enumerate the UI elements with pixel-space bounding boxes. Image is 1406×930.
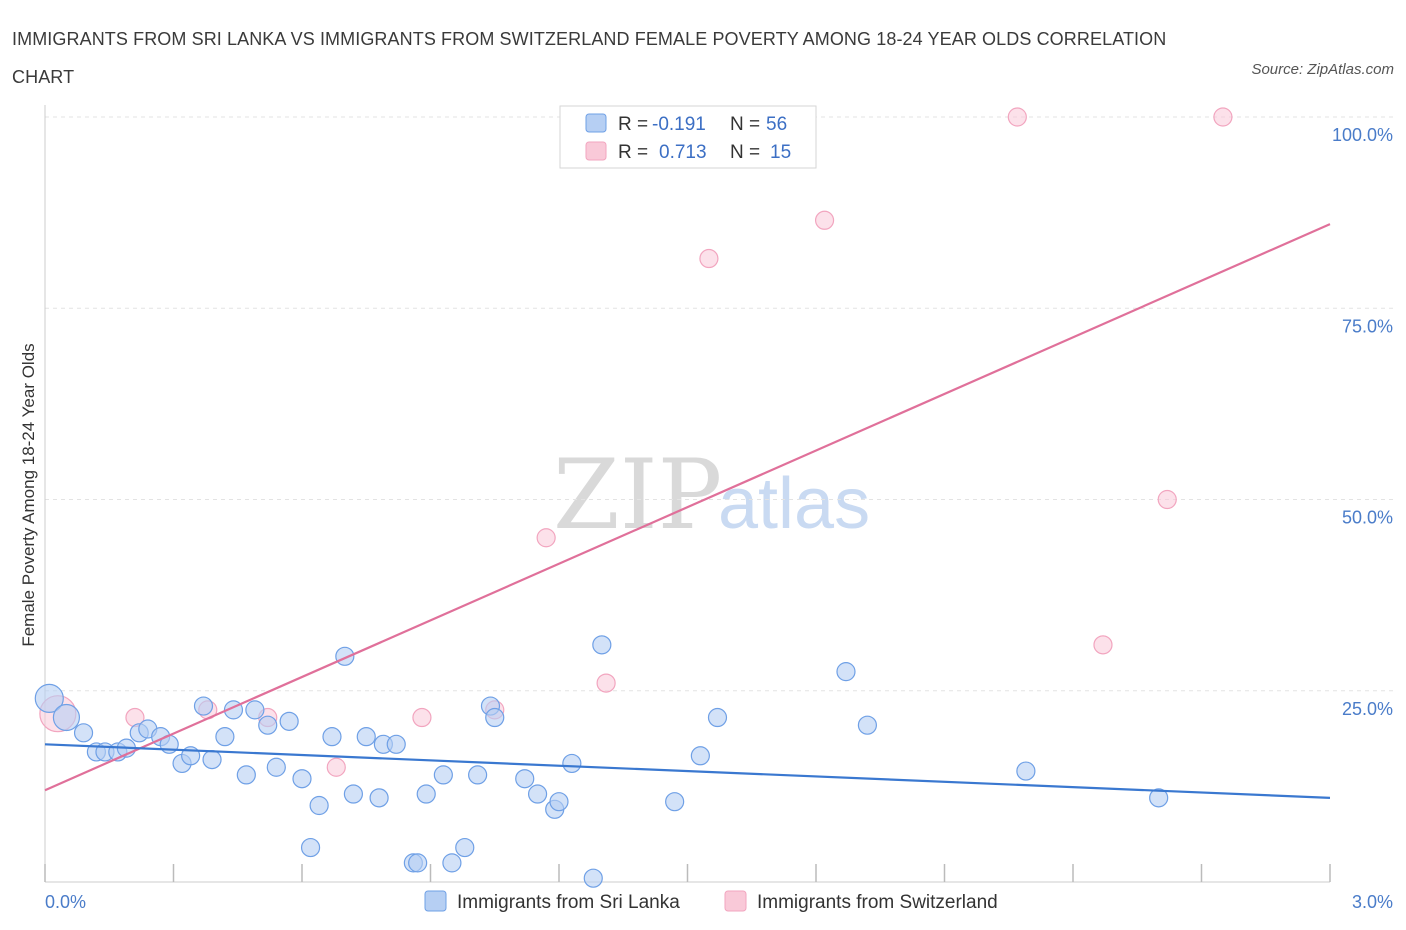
sri-lanka-point xyxy=(202,749,222,770)
axes xyxy=(44,105,1331,883)
sri-lanka-point xyxy=(279,711,299,731)
sri-lanka-point xyxy=(193,696,214,716)
switzerland-point xyxy=(1213,107,1233,127)
switzerland-point xyxy=(326,757,346,777)
legend-n-value-1: 56 xyxy=(766,114,787,135)
sri-lanka-point xyxy=(300,837,321,858)
sri-lanka-point xyxy=(309,795,329,816)
sri-lanka-point xyxy=(515,769,535,789)
switzerland-point xyxy=(596,673,616,693)
sri-lanka-point xyxy=(356,727,376,747)
legend-n-value-2: 15 xyxy=(770,142,791,163)
x-tick-label-max: 3.0% xyxy=(1352,892,1393,912)
sri-lanka-point xyxy=(408,853,428,873)
sri-lanka-point xyxy=(707,707,728,728)
sri-lanka-point xyxy=(258,715,278,735)
sri-lanka-point xyxy=(266,757,286,777)
sri-lanka-points xyxy=(34,635,1169,888)
y-tick-label: 25.0% xyxy=(1342,699,1393,719)
sri-lanka-point xyxy=(292,769,312,789)
switzerland-point xyxy=(412,707,432,728)
sri-lanka-point xyxy=(468,765,488,785)
switzerland-point xyxy=(1007,107,1027,127)
y-tick-label: 75.0% xyxy=(1342,316,1393,336)
sri-lanka-point xyxy=(322,727,342,747)
switzerland-point xyxy=(814,210,835,230)
source-label: Source: ZipAtlas.com xyxy=(1251,61,1394,78)
x-tick-labels: 0.0% 3.0% xyxy=(45,892,1393,912)
sri-lanka-point xyxy=(245,700,265,720)
chart-title: IMMIGRANTS FROM SRI LANKA VS IMMIGRANTS … xyxy=(12,29,1167,87)
gridlines xyxy=(45,116,1395,692)
sri-lanka-point xyxy=(236,765,256,785)
sri-lanka-point xyxy=(433,765,453,785)
sri-lanka-point xyxy=(665,792,685,812)
top-legend: R = -0.191 N = 56 R = 0.713 N = 15 xyxy=(559,105,817,169)
switzerland-point xyxy=(536,528,556,548)
legend-r-label-1: R = xyxy=(618,114,648,135)
sri-lanka-point xyxy=(416,784,436,804)
sri-lanka-point xyxy=(592,635,612,655)
legend-n-label-1: N = xyxy=(730,114,760,135)
bottom-legend-swatch-switzerland xyxy=(724,890,747,912)
sri-lanka-point xyxy=(52,703,81,732)
legend-r-label-2: R = xyxy=(618,142,648,163)
watermark-atlas: atlas xyxy=(718,464,870,544)
sri-lanka-point xyxy=(34,683,64,714)
switzerland-point xyxy=(1093,635,1113,655)
sri-lanka-point xyxy=(836,662,856,682)
switzerland-trend-line xyxy=(44,223,1331,792)
y-tick-label: 100.0% xyxy=(1332,125,1393,145)
y-axis-label: Female Poverty Among 18-24 Year Olds xyxy=(19,343,38,646)
y-tick-labels: 25.0% 50.0% 75.0% 100.0% xyxy=(1332,125,1393,719)
sri-lanka-point xyxy=(386,734,406,754)
bottom-legend-swatch-sri-lanka xyxy=(424,890,447,912)
sri-lanka-point xyxy=(73,723,94,743)
x-tick-label-min: 0.0% xyxy=(45,892,86,912)
sri-lanka-point xyxy=(442,853,462,873)
bottom-legend-switzerland: Immigrants from Switzerland xyxy=(757,892,998,913)
sri-lanka-point xyxy=(1016,761,1036,781)
legend-swatch-switzerland xyxy=(585,141,607,161)
sri-lanka-point xyxy=(485,707,505,728)
legend-r-value-2: 0.713 xyxy=(659,142,707,163)
sri-lanka-point xyxy=(1149,788,1169,808)
legend-swatch-sri-lanka xyxy=(585,113,607,133)
trend-lines xyxy=(44,223,1331,799)
sri-lanka-point xyxy=(549,792,569,812)
legend-n-label-2: N = xyxy=(730,142,760,163)
switzerland-point xyxy=(1157,489,1177,510)
sri-lanka-point xyxy=(562,753,582,774)
watermark: ZIP atlas xyxy=(553,439,870,551)
sri-lanka-point xyxy=(857,715,878,735)
legend-r-value-1: -0.191 xyxy=(652,114,706,135)
sri-lanka-point xyxy=(343,784,363,804)
bottom-legend: Immigrants from Sri Lanka Immigrants fro… xyxy=(424,890,998,913)
sri-lanka-point xyxy=(215,727,235,747)
switzerland-point xyxy=(699,248,719,269)
sri-lanka-point xyxy=(690,746,710,766)
watermark-zip: ZIP xyxy=(553,439,722,551)
y-tick-label: 50.0% xyxy=(1342,508,1393,528)
sri-lanka-trend-line xyxy=(44,743,1331,799)
bottom-legend-sri-lanka: Immigrants from Sri Lanka xyxy=(457,892,680,913)
sri-lanka-point xyxy=(583,868,603,888)
sri-lanka-point xyxy=(455,837,475,858)
sri-lanka-point xyxy=(527,784,548,804)
sri-lanka-point xyxy=(369,788,389,808)
